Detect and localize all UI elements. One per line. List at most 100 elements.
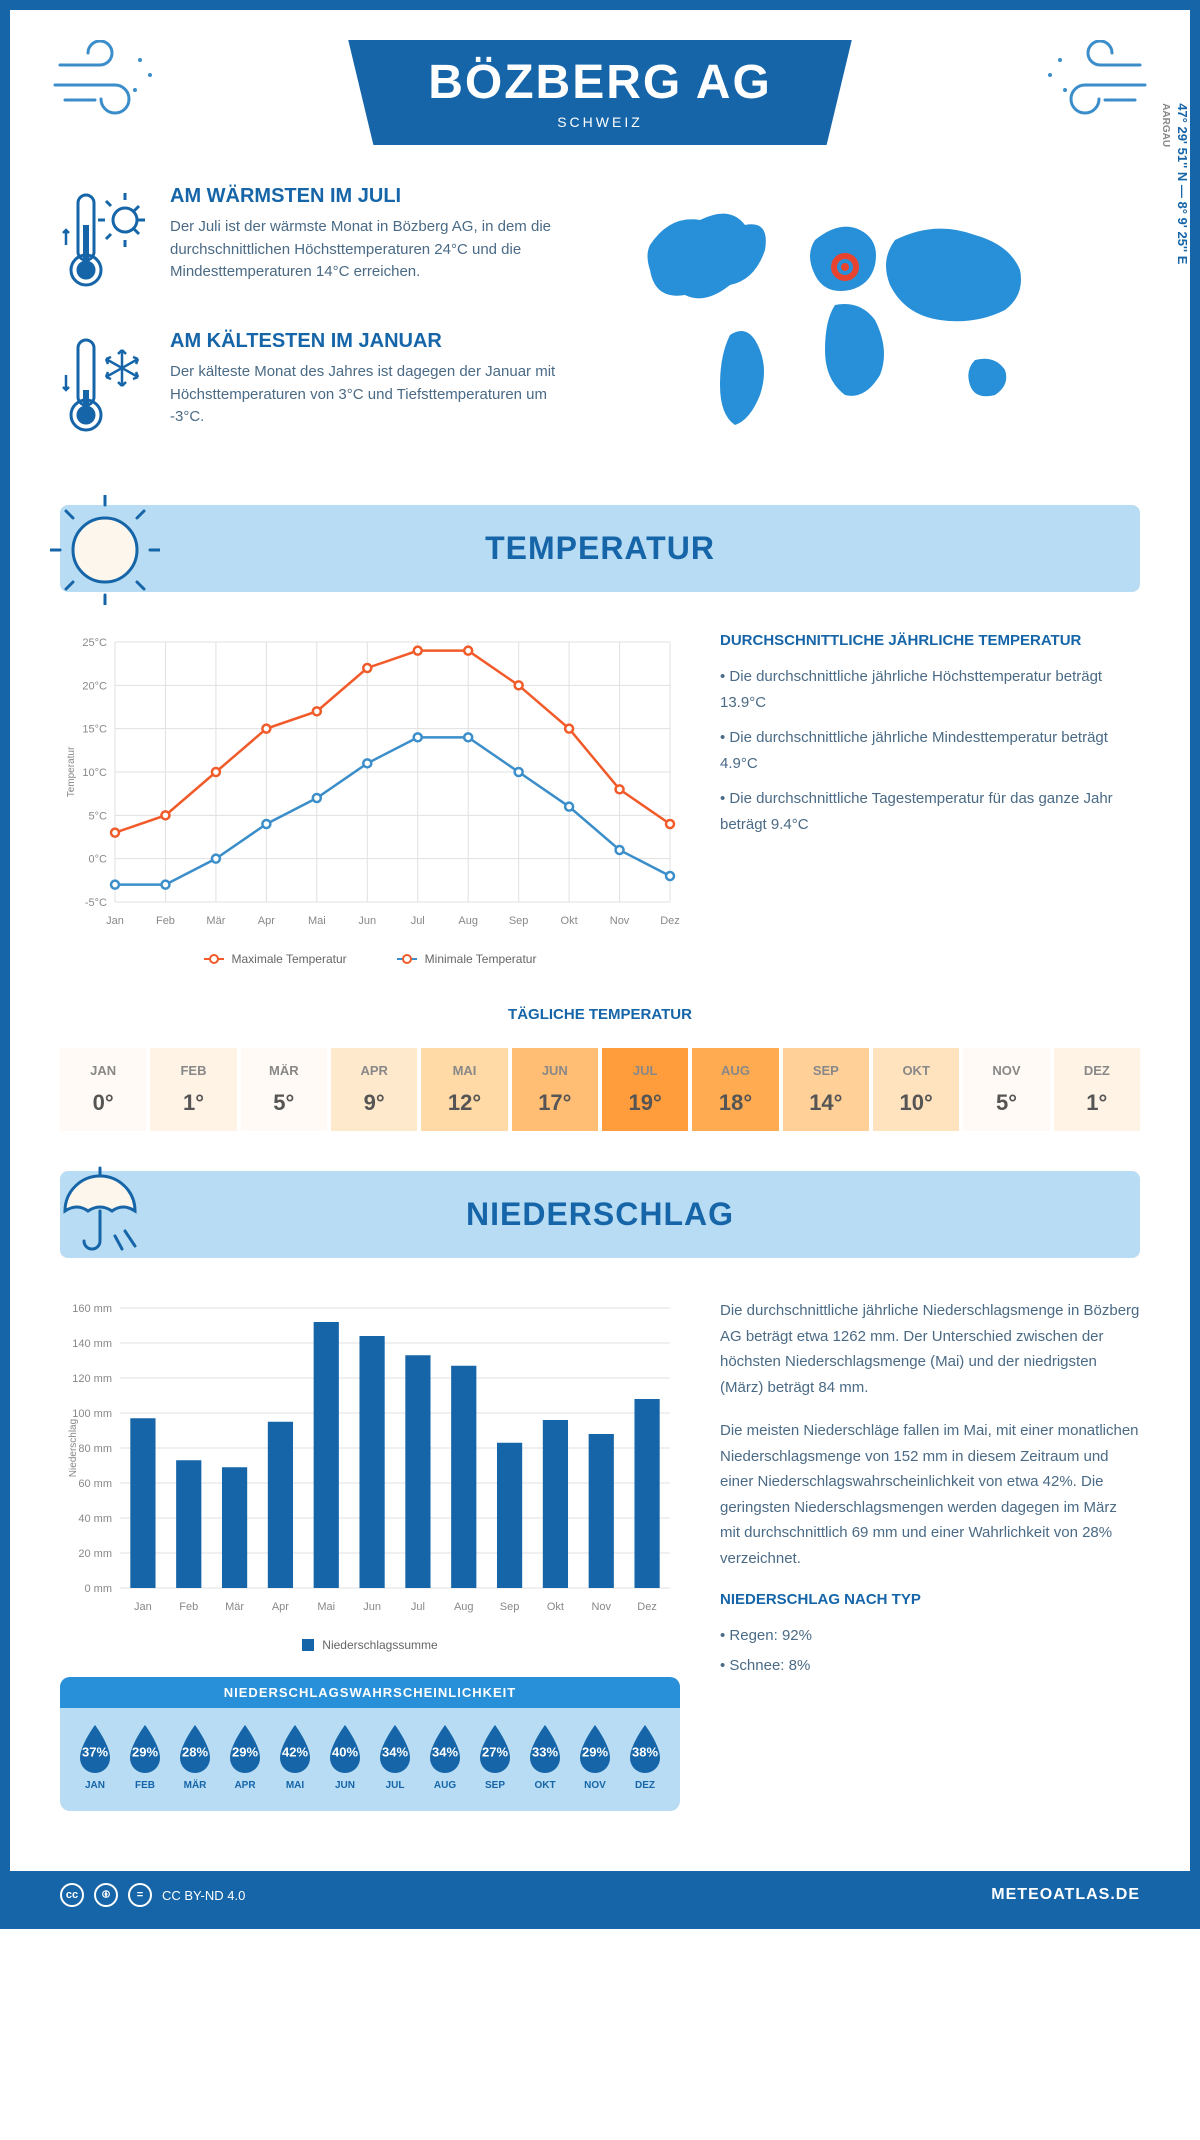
- header: BÖZBERG AG SCHWEIZ: [10, 10, 1190, 165]
- svg-text:Aug: Aug: [458, 915, 478, 927]
- license-text: CC BY-ND 4.0: [162, 1888, 245, 1903]
- svg-text:0 mm: 0 mm: [85, 1583, 113, 1595]
- precipitation-bar-chart: 0 mm 20 mm 40 mm 60 mm 80 mm 100 mm 120 mm 140 …: [60, 1298, 680, 1623]
- svg-text:40 mm: 40 mm: [78, 1513, 112, 1525]
- wind-icon-left: [50, 40, 170, 125]
- svg-text:Apr: Apr: [272, 1601, 289, 1613]
- svg-text:Jan: Jan: [106, 915, 124, 927]
- precipitation-text: Die durchschnittliche jährliche Niedersc…: [720, 1298, 1140, 1571]
- temp-cell: FEB1°: [150, 1048, 236, 1131]
- coordinates: 47° 29' 51'' N — 8° 9' 25'' E AARGAU: [1160, 103, 1190, 264]
- svg-text:Feb: Feb: [179, 1601, 198, 1613]
- temp-stats-heading: DURCHSCHNITTLICHE JÄHRLICHE TEMPERATUR: [720, 632, 1140, 649]
- nd-icon: =: [128, 1883, 152, 1907]
- svg-text:25°C: 25°C: [82, 637, 107, 649]
- svg-text:Jun: Jun: [358, 915, 376, 927]
- page-title: BÖZBERG AG: [428, 55, 772, 110]
- page-subtitle: SCHWEIZ: [428, 114, 772, 130]
- svg-text:Nov: Nov: [610, 915, 630, 927]
- svg-text:Nov: Nov: [591, 1601, 611, 1613]
- svg-text:Temperatur: Temperatur: [66, 746, 77, 797]
- svg-text:Sep: Sep: [509, 915, 529, 927]
- coldest-text: Der kälteste Monat des Jahres ist dagege…: [170, 361, 580, 429]
- probability-cell: 33%OKT: [520, 1723, 570, 1791]
- svg-text:120 mm: 120 mm: [72, 1373, 112, 1385]
- probability-cell: 29%APR: [220, 1723, 270, 1791]
- svg-text:Jul: Jul: [411, 1601, 425, 1613]
- svg-text:100 mm: 100 mm: [72, 1408, 112, 1420]
- probability-cell: 40%JUN: [320, 1723, 370, 1791]
- probability-cell: 29%NOV: [570, 1723, 620, 1791]
- probability-cell: 37%JAN: [70, 1723, 120, 1791]
- temperature-line-chart: -5°C 0°C 5°C 10°C 15°C 20°C 25°C Jan Feb Mär Apr Ma…: [60, 632, 680, 937]
- sun-icon: [50, 495, 160, 610]
- temp-cell: AUG18°: [692, 1048, 778, 1131]
- svg-text:5°C: 5°C: [89, 810, 108, 822]
- svg-text:20°C: 20°C: [82, 680, 107, 692]
- temp-cell: MÄR5°: [241, 1048, 327, 1131]
- probability-cell: 27%SEP: [470, 1723, 520, 1791]
- svg-text:-5°C: -5°C: [85, 897, 107, 909]
- svg-text:Mai: Mai: [317, 1601, 335, 1613]
- svg-text:Mär: Mär: [225, 1601, 244, 1613]
- svg-text:Okt: Okt: [547, 1601, 564, 1613]
- temp-cell: NOV5°: [963, 1048, 1049, 1131]
- precipitation-section-title: NIEDERSCHLAG: [60, 1196, 1140, 1233]
- svg-text:20 mm: 20 mm: [78, 1548, 112, 1560]
- coldest-heading: AM KÄLTESTEN IM JANUAR: [170, 330, 580, 353]
- svg-text:Feb: Feb: [156, 915, 175, 927]
- footer: cc 🅯 = CC BY-ND 4.0 METEOATLAS.DE: [10, 1871, 1190, 1919]
- probability-heading: NIEDERSCHLAGSWAHRSCHEINLICHKEIT: [60, 1677, 680, 1708]
- svg-text:Mär: Mär: [206, 915, 225, 927]
- world-map: [620, 185, 1140, 450]
- warmest-heading: AM WÄRMSTEN IM JULI: [170, 185, 580, 208]
- precip-type-heading: NIEDERSCHLAG NACH TYP: [720, 1591, 1140, 1608]
- by-icon: 🅯: [94, 1883, 118, 1907]
- umbrella-icon: [50, 1161, 150, 1266]
- coldest-block: AM KÄLTESTEN IM JANUAR Der kälteste Mona…: [60, 330, 580, 445]
- svg-text:160 mm: 160 mm: [72, 1303, 112, 1315]
- temp-cell: OKT10°: [873, 1048, 959, 1131]
- svg-text:80 mm: 80 mm: [78, 1443, 112, 1455]
- thermometer-hot-icon: [60, 185, 150, 300]
- svg-text:15°C: 15°C: [82, 724, 107, 736]
- precipitation-banner: NIEDERSCHLAG: [60, 1171, 1140, 1258]
- temp-cell: SEP14°: [783, 1048, 869, 1131]
- svg-text:140 mm: 140 mm: [72, 1338, 112, 1350]
- svg-text:Okt: Okt: [561, 915, 578, 927]
- svg-text:Jul: Jul: [411, 915, 425, 927]
- wind-icon-right: [1030, 40, 1150, 125]
- probability-cell: 34%JUL: [370, 1723, 420, 1791]
- temperature-banner: TEMPERATUR: [60, 505, 1140, 592]
- precipitation-legend: Niederschlagssumme: [60, 1638, 680, 1652]
- temp-cell: JUN17°: [512, 1048, 598, 1131]
- probability-cell: 28%MÄR: [170, 1723, 220, 1791]
- svg-text:Jan: Jan: [134, 1601, 152, 1613]
- site-name: METEOATLAS.DE: [991, 1886, 1140, 1904]
- cc-icon: cc: [60, 1883, 84, 1907]
- temp-cell: JUL19°: [602, 1048, 688, 1131]
- probability-cell: 29%FEB: [120, 1723, 170, 1791]
- temp-cell: JAN0°: [60, 1048, 146, 1131]
- warmest-block: AM WÄRMSTEN IM JULI Der Juli ist der wär…: [60, 185, 580, 300]
- svg-text:Apr: Apr: [258, 915, 275, 927]
- svg-text:Sep: Sep: [500, 1601, 520, 1613]
- svg-text:60 mm: 60 mm: [78, 1478, 112, 1490]
- probability-cell: 42%MAI: [270, 1723, 320, 1791]
- svg-text:Jun: Jun: [363, 1601, 381, 1613]
- temperature-legend: .legend-swatch:nth-child(1)::after{borde…: [60, 952, 680, 966]
- warmest-text: Der Juli ist der wärmste Monat in Bözber…: [170, 216, 580, 284]
- temp-cell: MAI12°: [421, 1048, 507, 1131]
- temp-stats-list: • Die durchschnittliche jährliche Höchst…: [720, 664, 1140, 837]
- probability-cell: 38%DEZ: [620, 1723, 670, 1791]
- temperature-section-title: TEMPERATUR: [60, 530, 1140, 567]
- thermometer-cold-icon: [60, 330, 150, 445]
- svg-text:Aug: Aug: [454, 1601, 474, 1613]
- svg-text:0°C: 0°C: [89, 854, 108, 866]
- temp-cell: APR9°: [331, 1048, 417, 1131]
- svg-text:Mai: Mai: [308, 915, 326, 927]
- svg-text:10°C: 10°C: [82, 767, 107, 779]
- temp-cell: DEZ1°: [1054, 1048, 1140, 1131]
- daily-temp-heading: TÄGLICHE TEMPERATUR: [60, 1006, 1140, 1023]
- svg-text:Niederschlag: Niederschlag: [68, 1419, 79, 1477]
